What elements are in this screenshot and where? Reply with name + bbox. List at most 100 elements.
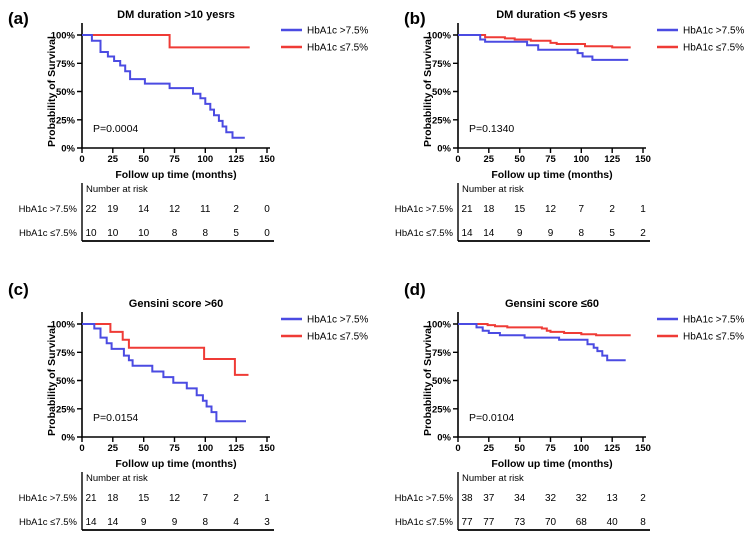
survival-curve-hba1c-high — [82, 323, 246, 423]
y-tick-label: 0% — [61, 144, 75, 155]
legend-label-hba1c-high: HbA1c >7.5% — [683, 26, 745, 37]
risk-value: 8 — [203, 517, 209, 528]
p-value: P=0.0154 — [93, 412, 138, 424]
panel-content: DM duration >10 yesrs HbA1c >7.5% HbA1c … — [19, 9, 369, 242]
survival-curve-hba1c-low — [458, 323, 631, 337]
legend-label-hba1c-low: HbA1c ≤7.5% — [307, 43, 368, 54]
y-tick-label: 75% — [432, 348, 452, 359]
risk-value: 21 — [85, 493, 97, 504]
chart-title: Gensini score ≤60 — [505, 298, 599, 310]
risk-value: 13 — [607, 493, 619, 504]
km-panel: (b) DM duration <5 yesrs HbA1c >7.5% HbA… — [395, 9, 745, 242]
risk-value: 12 — [169, 493, 181, 504]
panel-content: DM duration <5 yesrs HbA1c >7.5% HbA1c ≤… — [395, 9, 745, 242]
y-axis-ticks — [453, 34, 458, 149]
chart-title: Gensini score >60 — [129, 298, 223, 310]
x-axis-ticks — [457, 437, 644, 442]
risk-row-label-low: HbA1c ≤7.5% — [395, 228, 454, 239]
risk-value: 0 — [264, 204, 270, 215]
risk-table-header: Number at risk — [86, 184, 148, 195]
risk-row-label-high: HbA1c >7.5% — [395, 204, 454, 215]
survival-curve-hba1c-low — [458, 34, 631, 49]
y-tick-label: 0% — [437, 433, 451, 444]
legend: HbA1c >7.5% HbA1c ≤7.5% — [657, 26, 745, 54]
y-tick-label: 25% — [432, 115, 452, 126]
x-tick-label: 100 — [573, 443, 589, 454]
panel-letter: (d) — [404, 280, 426, 299]
risk-value: 8 — [172, 228, 178, 239]
panel-content: Gensini score ≤60 HbA1c >7.5% HbA1c ≤7.5… — [395, 298, 745, 531]
x-tick-label: 50 — [138, 443, 149, 454]
legend-label-hba1c-high: HbA1c >7.5% — [307, 26, 369, 37]
risk-value: 18 — [107, 493, 119, 504]
panel-letter: (b) — [404, 9, 426, 28]
x-tick-label: 125 — [604, 154, 621, 165]
risk-value: 8 — [203, 228, 209, 239]
risk-value: 2 — [233, 493, 239, 504]
risk-value: 12 — [169, 204, 181, 215]
risk-value: 2 — [640, 228, 646, 239]
x-tick-label: 0 — [79, 154, 84, 165]
risk-value: 32 — [545, 493, 557, 504]
risk-value: 4 — [233, 517, 239, 528]
y-tick-label: 0% — [437, 144, 451, 155]
legend-label-hba1c-high: HbA1c >7.5% — [307, 315, 369, 326]
x-tick-label: 25 — [108, 443, 119, 454]
x-tick-label: 100 — [573, 154, 589, 165]
risk-value: 2 — [233, 204, 239, 215]
y-axis-title: Probability of Survival — [46, 325, 58, 436]
y-tick-label: 50% — [56, 87, 76, 98]
chart-title: DM duration <5 yesrs — [496, 9, 608, 21]
risk-value: 34 — [514, 493, 526, 504]
y-tick-label: 100% — [427, 31, 452, 42]
x-tick-label: 150 — [635, 443, 651, 454]
x-tick-label: 75 — [545, 443, 556, 454]
panel-letter: (c) — [8, 280, 29, 299]
number-at-risk-table: Number at risk HbA1c >7.5% 38 37 34 32 3… — [395, 472, 650, 531]
legend: HbA1c >7.5% HbA1c ≤7.5% — [281, 26, 369, 54]
y-axis-title: Probability of Survival — [422, 325, 434, 436]
risk-value: 5 — [233, 228, 239, 239]
x-tick-label: 75 — [169, 154, 180, 165]
risk-value: 15 — [138, 493, 150, 504]
risk-value: 14 — [461, 228, 473, 239]
risk-value: 10 — [138, 228, 150, 239]
number-at-risk-table: Number at risk HbA1c >7.5% 21 18 15 12 7… — [395, 183, 650, 242]
risk-value: 73 — [514, 517, 526, 528]
risk-value: 9 — [548, 228, 554, 239]
risk-value: 10 — [107, 228, 119, 239]
risk-value: 14 — [85, 517, 97, 528]
number-at-risk-table: Number at risk HbA1c >7.5% 21 18 15 12 7… — [19, 472, 274, 531]
y-axis-ticks — [77, 323, 82, 438]
chart-title: DM duration >10 yesrs — [117, 9, 235, 21]
p-value: P=0.0104 — [469, 412, 514, 424]
y-axis-ticks — [453, 323, 458, 438]
risk-row-label-low: HbA1c ≤7.5% — [395, 517, 454, 528]
y-tick-label: 75% — [56, 59, 76, 70]
risk-value: 2 — [640, 493, 646, 504]
risk-value: 5 — [609, 228, 615, 239]
y-tick-label: 0% — [61, 433, 75, 444]
panel-content: Gensini score >60 HbA1c >7.5% HbA1c ≤7.5… — [19, 298, 369, 531]
risk-row-label-low: HbA1c ≤7.5% — [19, 517, 78, 528]
legend-label-hba1c-high: HbA1c >7.5% — [683, 315, 745, 326]
number-at-risk-table: Number at risk HbA1c >7.5% 22 19 14 12 1… — [19, 183, 274, 242]
km-panel: (d) Gensini score ≤60 HbA1c >7.5% HbA1c … — [395, 280, 745, 531]
risk-value: 8 — [579, 228, 585, 239]
x-tick-label: 0 — [79, 443, 84, 454]
x-tick-label: 75 — [545, 154, 556, 165]
risk-value: 38 — [461, 493, 473, 504]
y-axis-title: Probability of Survival — [46, 36, 58, 147]
x-axis-title: Follow up time (months) — [491, 169, 612, 181]
risk-value: 2 — [609, 204, 615, 215]
risk-value: 14 — [107, 517, 119, 528]
legend-label-hba1c-low: HbA1c ≤7.5% — [307, 332, 368, 343]
risk-value: 37 — [483, 493, 495, 504]
x-tick-label: 25 — [108, 154, 119, 165]
survival-curve-hba1c-high — [82, 34, 245, 139]
y-tick-label: 50% — [432, 376, 452, 387]
x-tick-label: 150 — [635, 154, 651, 165]
risk-row-label-high: HbA1c >7.5% — [19, 204, 78, 215]
risk-row-label-high: HbA1c >7.5% — [395, 493, 454, 504]
risk-value: 8 — [640, 517, 646, 528]
